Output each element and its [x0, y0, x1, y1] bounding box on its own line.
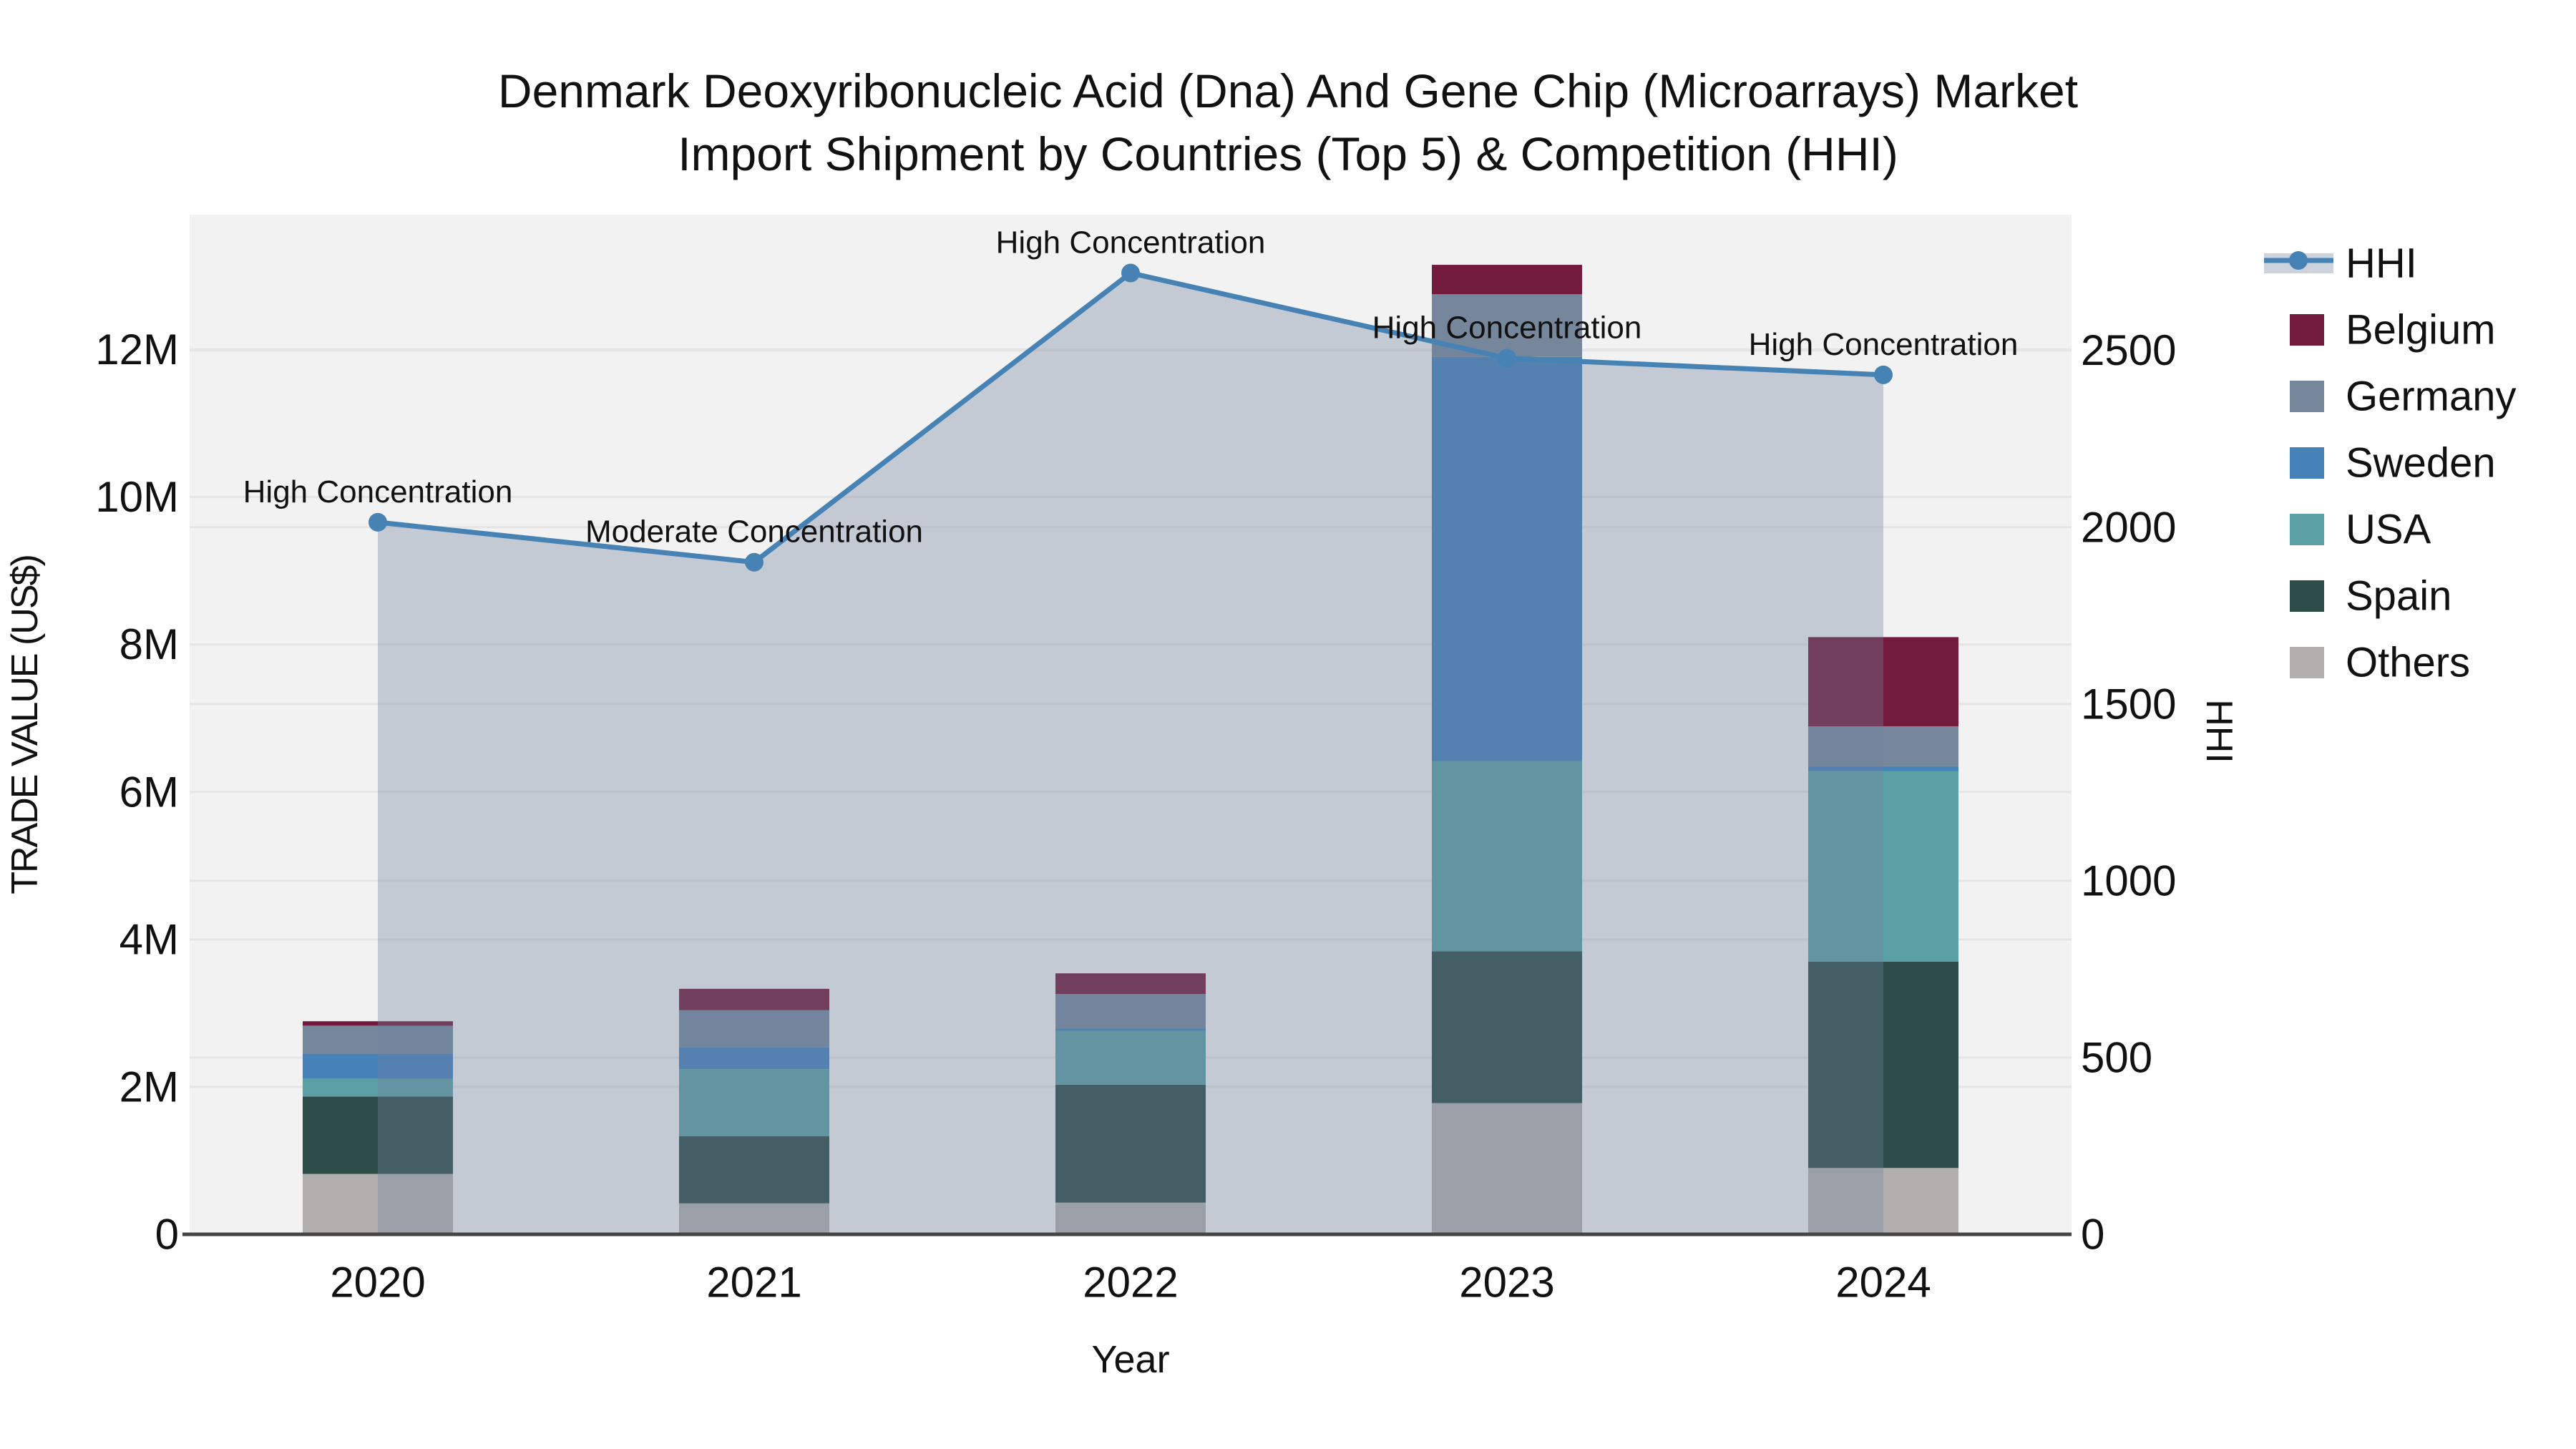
bar-segment-usa[interactable] — [1808, 771, 1958, 962]
bar-segment-others[interactable] — [1432, 1103, 1582, 1234]
bar-segment-spain[interactable] — [1808, 961, 1958, 1169]
y-left-tick-label: 8M — [119, 620, 179, 668]
legend-label: Germany — [2346, 374, 2517, 420]
y-right-tick-label: 1500 — [2081, 680, 2176, 728]
y-right-tick-label: 2000 — [2081, 503, 2176, 551]
bar-segment-spain[interactable] — [303, 1096, 453, 1174]
y-right-tick-label: 0 — [2081, 1211, 2104, 1259]
bar-segment-usa[interactable] — [1432, 761, 1582, 952]
y-left-tick-label: 6M — [119, 768, 179, 816]
annotation-2020: High Concentration — [243, 474, 513, 509]
bar-2022 — [1055, 973, 1206, 1234]
bar-2021 — [679, 988, 829, 1234]
legend-item-hhi[interactable]: HHI — [2264, 240, 2417, 287]
y-axis-left-title: TRADE VALUE (US$) — [4, 555, 46, 894]
legend-line-marker — [2289, 251, 2308, 270]
annotation-2022: High Concentration — [996, 225, 1266, 260]
bar-segment-sweden[interactable] — [679, 1047, 829, 1070]
legend-label: HHI — [2346, 240, 2417, 287]
legend-swatch — [2290, 447, 2324, 479]
x-tick-label: 2020 — [330, 1259, 425, 1307]
bar-segment-usa[interactable] — [679, 1069, 829, 1136]
legend-swatch — [2290, 314, 2324, 346]
x-tick-label: 2021 — [706, 1259, 801, 1307]
y-right-tick-label: 1000 — [2081, 857, 2176, 904]
bar-segment-belgium[interactable] — [679, 988, 829, 1010]
legend-item-usa[interactable]: USA — [2290, 507, 2431, 553]
legend-label: Spain — [2346, 573, 2451, 620]
y-left-tick-label: 0 — [155, 1211, 179, 1259]
legend-label: Others — [2346, 640, 2470, 686]
legend-label: Sweden — [2346, 440, 2496, 487]
y-left-tick-label: 10M — [95, 473, 179, 521]
legend-item-others[interactable]: Others — [2290, 640, 2470, 686]
hhi-point-2023[interactable] — [1498, 348, 1516, 368]
legend-label: Belgium — [2346, 307, 2496, 353]
y-left-tick-label: 12M — [95, 326, 179, 374]
bar-segment-spain[interactable] — [679, 1136, 829, 1204]
y-right-tick-label: 500 — [2081, 1033, 2152, 1081]
legend-item-germany[interactable]: Germany — [2290, 374, 2517, 420]
y-axis-right-title: HHI — [2198, 699, 2240, 763]
bar-segment-sweden[interactable] — [303, 1053, 453, 1079]
legend-item-sweden[interactable]: Sweden — [2290, 440, 2496, 487]
bar-2020 — [303, 1021, 453, 1234]
bar-segment-belgium[interactable] — [303, 1021, 453, 1026]
legend-swatch — [2290, 647, 2324, 678]
bar-segment-germany[interactable] — [1055, 994, 1206, 1029]
bar-segment-belgium[interactable] — [1808, 637, 1958, 727]
hhi-point-2021[interactable] — [745, 552, 763, 572]
bar-segment-usa[interactable] — [1055, 1030, 1206, 1085]
legend-item-spain[interactable]: Spain — [2290, 573, 2451, 620]
x-tick-label: 2024 — [1835, 1259, 1931, 1307]
bar-2024 — [1808, 637, 1958, 1234]
bar-segment-sweden[interactable] — [1432, 356, 1582, 761]
hhi-point-2024[interactable] — [1874, 365, 1893, 384]
bar-2023 — [1432, 265, 1582, 1234]
annotation-2021: Moderate Concentration — [585, 514, 923, 550]
bar-segment-belgium[interactable] — [1432, 265, 1582, 295]
legend-swatch — [2290, 580, 2324, 612]
bar-segment-germany[interactable] — [679, 1010, 829, 1048]
y-left-tick-label: 2M — [119, 1063, 179, 1111]
bar-segment-sweden[interactable] — [1808, 766, 1958, 771]
bar-segment-spain[interactable] — [1055, 1084, 1206, 1203]
hhi-area-fill — [378, 273, 1883, 1235]
bar-segment-others[interactable] — [303, 1174, 453, 1234]
x-axis-title: Year — [1091, 1338, 1169, 1381]
y-left-tick-label: 4M — [119, 915, 179, 963]
legend-item-belgium[interactable]: Belgium — [2290, 307, 2496, 353]
legend: HHI Belgium Germany Sweden USA Spain Others — [2264, 240, 2517, 686]
legend-swatch — [2290, 514, 2324, 545]
bar-segment-belgium[interactable] — [1055, 973, 1206, 995]
bar-segment-sweden[interactable] — [1055, 1028, 1206, 1031]
annotation-2023: High Concentration — [1372, 311, 1642, 346]
chart-title-line1: Denmark Deoxyribonucleic Acid (Dna) And … — [498, 64, 2078, 117]
legend-swatch — [2290, 381, 2324, 412]
bar-segment-germany[interactable] — [303, 1025, 453, 1054]
bar-segment-germany[interactable] — [1808, 726, 1958, 766]
y-right-tick-label: 2500 — [2081, 326, 2176, 374]
bar-segment-others[interactable] — [679, 1203, 829, 1234]
bar-segment-others[interactable] — [1055, 1202, 1206, 1234]
x-tick-label: 2022 — [1083, 1259, 1178, 1307]
x-tick-label: 2023 — [1459, 1259, 1554, 1307]
annotation-2024: High Concentration — [1749, 327, 2019, 362]
hhi-point-2022[interactable] — [1121, 263, 1140, 283]
bar-segment-usa[interactable] — [303, 1078, 453, 1097]
legend-label: USA — [2346, 507, 2431, 553]
bar-segment-spain[interactable] — [1432, 951, 1582, 1103]
chart-title-line2: Import Shipment by Countries (Top 5) & C… — [678, 127, 1898, 180]
plot-area: High Concentration Moderate Concentration… — [95, 215, 2176, 1307]
bar-segment-others[interactable] — [1808, 1168, 1958, 1234]
hhi-point-2020[interactable] — [369, 512, 387, 532]
